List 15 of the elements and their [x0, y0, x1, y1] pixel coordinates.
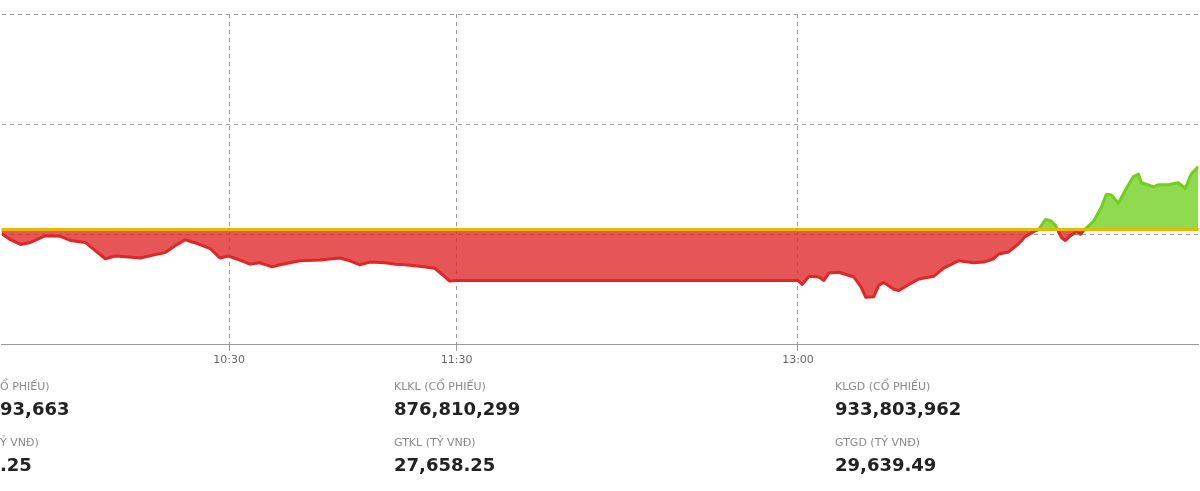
text: 933,803,962	[835, 398, 962, 421]
text: Ổ PHIẾU)	[0, 380, 51, 395]
text: KLKL (CỔ PHIẾU)	[394, 380, 487, 395]
x-tick-label: 11:30	[440, 353, 473, 367]
text: 27,658.25	[394, 454, 497, 477]
text: 29,639.49	[835, 454, 938, 477]
x-tick-label: 10:30	[213, 353, 245, 367]
text: .25	[0, 454, 33, 477]
text: GTKL (TỶ VNĐ)	[394, 436, 477, 451]
text: KLGD (CỔ PHIẾU)	[835, 380, 932, 395]
x-tick-label: 13:00	[782, 353, 814, 367]
text: 93,663	[0, 398, 70, 421]
text: Ỷ VNĐ)	[0, 436, 40, 451]
text: GTGD (TỶ VNĐ)	[835, 436, 922, 451]
text: 876,810,299	[394, 398, 521, 421]
